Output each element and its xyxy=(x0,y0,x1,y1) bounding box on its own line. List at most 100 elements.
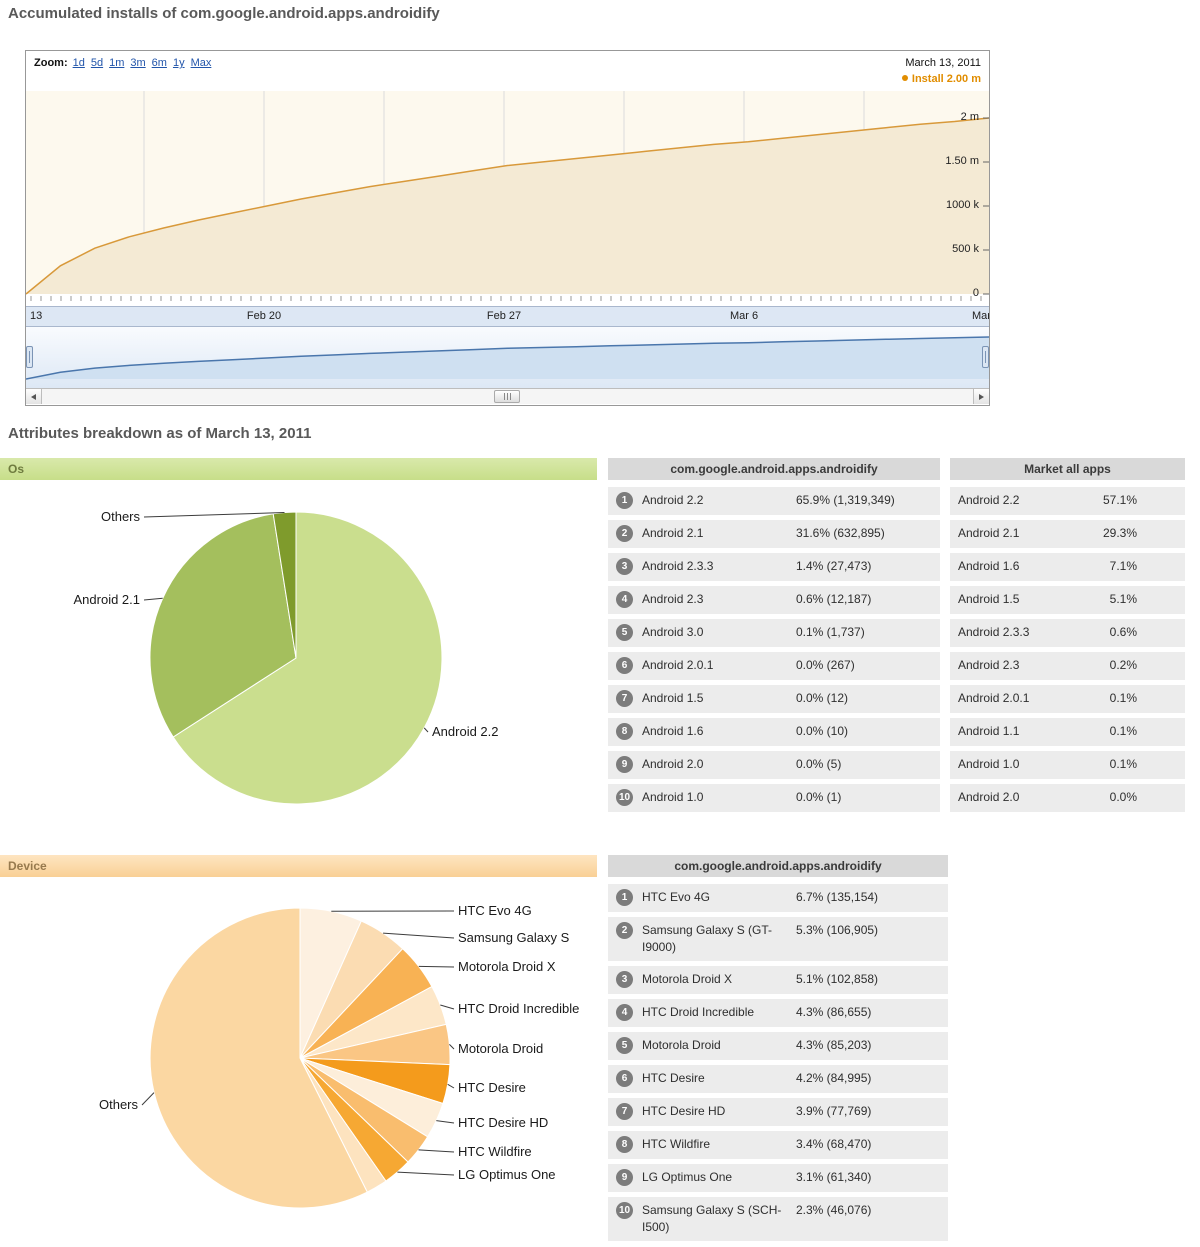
row-value: 7.1% xyxy=(1109,559,1137,573)
zoom-option-3m[interactable]: 3m xyxy=(130,57,146,69)
table-row: 7 HTC Desire HD 3.9% (77,769) xyxy=(608,1098,948,1126)
row-name: HTC Desire xyxy=(642,1071,705,1085)
zoom-option-6m[interactable]: 6m xyxy=(151,57,167,69)
range-handle-right[interactable] xyxy=(982,346,989,368)
row-value: 29.3% xyxy=(1102,526,1137,540)
row-name: Android 2.3 xyxy=(642,592,704,606)
page-title: Accumulated installs of com.google.andro… xyxy=(8,5,440,22)
rank-badge: 9 xyxy=(616,1169,633,1186)
pie-slice-android-2-1[interactable] xyxy=(149,513,297,738)
pie-label-leader xyxy=(449,1044,455,1050)
pie-label-leader xyxy=(143,512,285,518)
range-selector[interactable] xyxy=(25,327,990,388)
grip-bar-icon xyxy=(509,393,511,400)
row-value: 0.1% xyxy=(1109,757,1137,771)
device-section-header: Device xyxy=(0,855,597,877)
table-row: 10 Android 1.0 0.0% (1) xyxy=(608,784,940,812)
x-axis-label: Mar xyxy=(972,310,989,322)
device-app-table: 1 HTC Evo 4G 6.7% (135,154) 2 Samsung Galaxy… xyxy=(608,884,948,1246)
rank-badge: 1 xyxy=(616,889,633,906)
grip-bar-icon xyxy=(506,393,508,400)
row-name: Android 2.1 xyxy=(642,526,704,540)
table-row: Android 2.3 0.2% xyxy=(950,652,1185,680)
rank-badge: 10 xyxy=(616,789,633,806)
row-name: HTC Evo 4G xyxy=(642,890,711,904)
range-handle-left[interactable] xyxy=(26,346,33,368)
chart-legend: Install 2.00 m xyxy=(26,73,989,91)
scroll-left-icon xyxy=(31,393,36,400)
scroll-left-button[interactable] xyxy=(26,389,42,404)
os-app-table-header: com.google.android.apps.androidify xyxy=(608,458,940,480)
table-row: Android 2.0.1 0.1% xyxy=(950,685,1185,713)
table-row: 8 HTC Wildfire 3.4% (68,470) xyxy=(608,1131,948,1159)
row-value: 5.1% xyxy=(1109,592,1137,606)
y-axis-label: 0 xyxy=(972,287,979,299)
zoom-label: Zoom: xyxy=(34,57,68,69)
pie-label-motorola-droid-x: Motorola Droid X xyxy=(458,959,556,974)
table-row: Android 2.0 0.0% xyxy=(950,784,1185,812)
table-row: Android 2.1 29.3% xyxy=(950,520,1185,548)
pie-slice-others[interactable] xyxy=(149,907,368,1209)
series-dot-icon xyxy=(901,75,908,81)
row-name: Android 1.0 xyxy=(958,757,1020,771)
row-value: 3.9% (77,769) xyxy=(796,1104,872,1118)
pie-label-htc-desire: HTC Desire xyxy=(458,1080,526,1095)
chart-toolbar: Zoom: 1d 5d 1m 3m 6m 1y Max March 13, 2011 xyxy=(26,51,989,73)
zoom-option-max[interactable]: Max xyxy=(190,57,212,69)
row-name: HTC Droid Incredible xyxy=(642,1005,755,1019)
scroll-grip[interactable] xyxy=(494,390,520,403)
pie-label-htc-desire-hd: HTC Desire HD xyxy=(458,1115,548,1130)
rank-badge: 6 xyxy=(616,657,633,674)
pie-label-samsung-galaxy-s: Samsung Galaxy S xyxy=(458,930,570,945)
row-value: 3.1% (61,340) xyxy=(796,1170,872,1184)
x-axis-label: Mar 6 xyxy=(729,310,759,322)
zoom-option-5d[interactable]: 5d xyxy=(90,57,104,69)
row-name: Android 2.2 xyxy=(642,493,704,507)
table-row: 7 Android 1.5 0.0% (12) xyxy=(608,685,940,713)
rank-badge: 4 xyxy=(616,1004,633,1021)
pie-label-leader xyxy=(397,1171,455,1176)
chart-scrollbar[interactable] xyxy=(26,388,989,404)
table-row: Android 2.2 57.1% xyxy=(950,487,1185,515)
table-row: 6 HTC Desire 4.2% (84,995) xyxy=(608,1065,948,1093)
pie-slice-android-2-2[interactable] xyxy=(172,511,443,805)
rank-badge: 9 xyxy=(616,756,633,773)
timeline-plot: 2 m 1.50 m 1000 k 500 k 0 xyxy=(25,91,990,306)
pie-label-others: Others xyxy=(101,509,141,524)
row-value: 4.3% (85,203) xyxy=(796,1038,872,1052)
zoom-links: 1d 5d 1m 3m 6m 1y Max xyxy=(73,57,218,69)
table-row: 8 Android 1.6 0.0% (10) xyxy=(608,718,940,746)
zoom-controls: Zoom: 1d 5d 1m 3m 6m 1y Max xyxy=(34,57,217,73)
breakdown-heading: Attributes breakdown as of March 13, 201… xyxy=(8,425,312,442)
pie-slice-others[interactable] xyxy=(272,511,297,659)
pie-label-leader xyxy=(141,1092,155,1106)
row-name: HTC Wildfire xyxy=(642,1137,710,1151)
timeline-x-axis: 13 Feb 20 Feb 27 Mar 6 Mar xyxy=(26,306,989,327)
table-row: Android 1.5 5.1% xyxy=(950,586,1185,614)
zoom-option-1m[interactable]: 1m xyxy=(109,57,125,69)
table-row: 4 HTC Droid Incredible 4.3% (86,655) xyxy=(608,999,948,1027)
pie-label-others: Others xyxy=(99,1097,139,1112)
chart-date: March 13, 2011 xyxy=(905,57,981,69)
y-axis-label: 1000 k xyxy=(945,199,979,211)
scroll-right-button[interactable] xyxy=(973,389,989,404)
pie-label-leader xyxy=(436,1120,455,1124)
table-row: Android 1.6 7.1% xyxy=(950,553,1185,581)
y-axis-label: 1.50 m xyxy=(945,155,979,167)
pie-label-lg-optimus-one: LG Optimus One xyxy=(458,1167,556,1182)
pie-label-leader xyxy=(143,597,163,601)
pie-label-htc-wildfire: HTC Wildfire xyxy=(458,1144,532,1159)
row-value: 2.3% (46,076) xyxy=(796,1203,872,1217)
y-axis-label: 500 k xyxy=(952,243,979,255)
rank-badge: 8 xyxy=(616,1136,633,1153)
row-value: 57.1% xyxy=(1102,493,1137,507)
row-value: 65.9% (1,319,349) xyxy=(796,493,895,507)
zoom-option-1y[interactable]: 1y xyxy=(172,57,185,69)
rank-badge: 4 xyxy=(616,591,633,608)
zoom-option-1d[interactable]: 1d xyxy=(72,57,85,69)
table-row: 2 Samsung Galaxy S (GT-I9000) 5.3% (106,90… xyxy=(608,917,948,961)
row-name: LG Optimus One xyxy=(642,1170,733,1184)
row-name: Android 2.3.3 xyxy=(958,625,1030,639)
rank-badge: 8 xyxy=(616,723,633,740)
row-value: 5.1% (102,858) xyxy=(796,972,879,986)
